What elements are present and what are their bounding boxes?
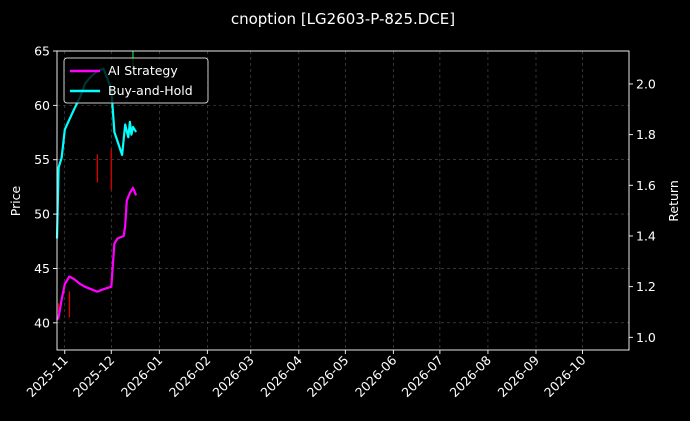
series-line-ai-strategy bbox=[56, 186, 138, 321]
y2-tick-label: 1.4 bbox=[636, 228, 656, 243]
y2-tick-label: 1.6 bbox=[636, 178, 656, 193]
y2-tick-label: 1.0 bbox=[636, 330, 656, 345]
y-tick-label: 55 bbox=[34, 152, 50, 167]
legend-label-ai-strategy: AI Strategy bbox=[108, 63, 178, 78]
y-tick-label: 65 bbox=[34, 44, 50, 59]
legend-label-buy-and-hold: Buy-and-Hold bbox=[108, 83, 193, 98]
y-tick-label: 60 bbox=[34, 98, 50, 113]
y2-tick-label: 1.2 bbox=[636, 279, 656, 294]
left-y-ticks: 40 45 50 55 60 65 bbox=[34, 44, 57, 330]
y2-tick-label: 1.8 bbox=[636, 127, 656, 142]
y-axis-label: Price bbox=[8, 185, 23, 216]
plot-frame bbox=[56, 50, 630, 351]
y2-tick-label: 2.0 bbox=[636, 76, 656, 91]
legend: AI Strategy Buy-and-Hold bbox=[63, 57, 209, 104]
chart-title: cnoption [LG2603-P-825.DCE] bbox=[231, 10, 455, 28]
y-tick-label: 45 bbox=[34, 261, 50, 276]
y-tick-label: 40 bbox=[34, 315, 50, 330]
y2-axis-label: Return bbox=[666, 180, 681, 221]
y-tick-label: 50 bbox=[34, 207, 50, 222]
right-y-ticks: 1.0 1.2 1.4 1.6 1.8 2.0 bbox=[629, 76, 656, 345]
